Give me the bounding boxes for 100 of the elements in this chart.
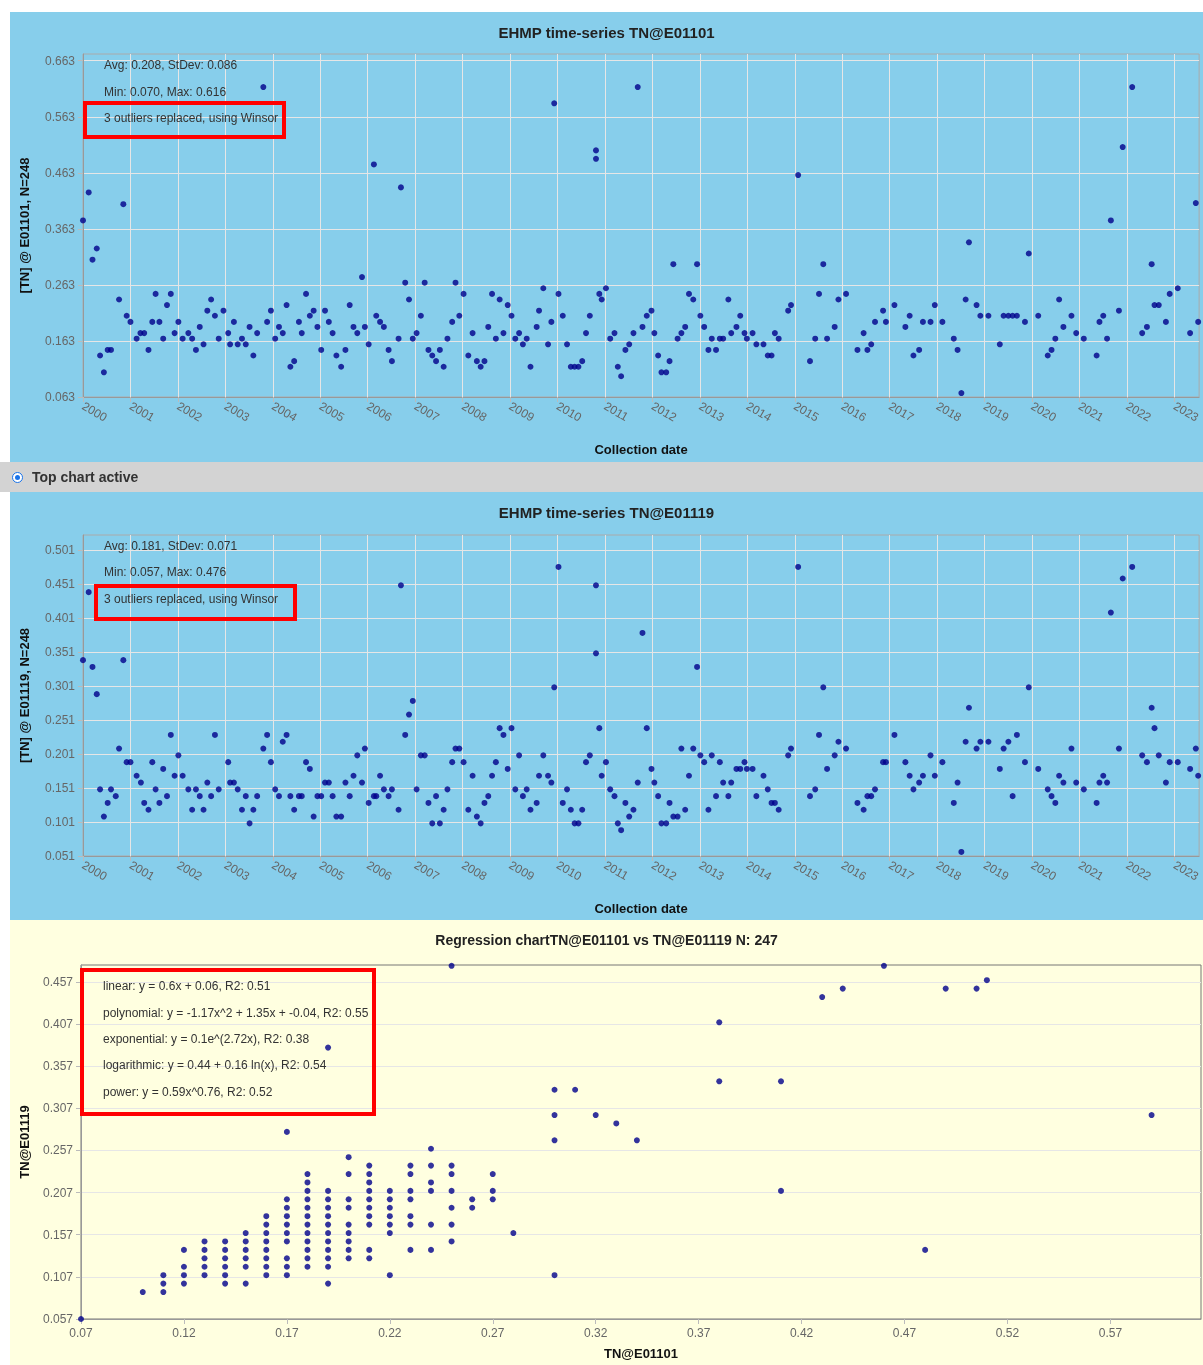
x-tick-label: 2014 [743,857,775,884]
x-tick-label: 2019 [981,398,1012,425]
y-tick-label: 0.201 [44,746,76,761]
x-tick-label: 2015 [791,857,822,884]
x-tick-label: 2013 [696,857,727,884]
x-tick-label: 2003 [221,398,253,425]
x-tick-label: 2010 [554,857,585,884]
y-axis-title: TN@E01119 [17,1105,32,1179]
annotation: Min: 0.070, Max: 0.616 [104,85,227,99]
x-tick-label: 2012 [648,857,680,884]
x-tick-label: 0.42 [789,1326,814,1340]
x-tick-label: 2010 [554,398,585,425]
x-tick-label: 2020 [1028,857,1059,884]
y-tick-label: 0.101 [44,815,76,829]
x-tick-label: 2005 [316,398,348,425]
x-tick-label: 2004 [269,398,300,425]
x-tick-label: 2023 [1170,857,1202,884]
x-tick-label: 0.12 [172,1326,196,1340]
x-tick-label: 2011 [601,398,632,425]
y-tick-label: 0.407 [42,1017,74,1031]
y-tick-label: 0.107 [42,1269,74,1284]
x-tick-label: 2016 [838,398,870,425]
annotation: power: y = 0.59x^0.76, R2: 0.52 [103,1085,273,1099]
chart-title: EHMP time-series TN@E01101 [498,24,715,41]
y-tick-label: 0.157 [42,1227,74,1242]
x-tick-label: 2006 [364,857,395,884]
x-tick-label: 2020 [1028,398,1059,425]
y-tick-label: 0.363 [44,221,76,236]
x-tick-label: 2002 [174,857,205,884]
x-tick-label: 2000 [79,857,110,884]
x-tick-label: 0.27 [481,1326,505,1340]
annotation: logarithmic: y = 0.44 + 0.16 ln(x), R2: 0.54 [103,1058,327,1072]
x-tick-label: 2008 [459,398,490,425]
x-tick-label: 2014 [743,398,775,425]
y-tick-label: 0.063 [44,390,76,404]
chart-title: Regression chartTN@E01101 vs TN@E01119 N: 247 [435,932,778,948]
x-tick-label: 0.57 [1098,1326,1123,1340]
annotation: Min: 0.057, Max: 0.476 [104,565,227,579]
x-tick-label: 0.22 [378,1326,402,1340]
x-axis-title: Collection date [594,901,688,916]
y-tick-label: 0.501 [44,542,76,557]
x-tick-label: 0.32 [584,1326,608,1340]
x-axis-title: Collection date [594,442,688,457]
x-tick-label: 0.52 [995,1326,1020,1340]
x-tick-label: 0.37 [686,1326,711,1340]
x-axis-title: TN@E01101 [603,1346,679,1361]
x-tick-label: 0.17 [275,1326,299,1340]
y-tick-label: 0.207 [42,1185,74,1200]
x-tick-label: 0.07 [69,1326,93,1340]
x-tick-label: 2021 [1076,398,1107,425]
text: Top chart active [32,469,139,485]
y-axis-title: [TN] @ E01101, N=248 [17,157,32,294]
x-tick-label: 2018 [933,857,965,884]
x-tick-label: 2017 [886,398,917,425]
x-tick-label: 2000 [79,398,110,425]
x-tick-label: 2001 [126,398,158,425]
annotation: Avg: 0.181, StDev: 0.071 [104,539,238,553]
x-tick-label: 2002 [174,398,205,425]
x-tick-label: 2007 [411,398,443,425]
y-tick-label: 0.057 [42,1312,74,1326]
annotation: exponential: y = 0.1e^(2.72x), R2: 0.38 [103,1032,310,1046]
x-tick-label: 2011 [601,857,632,884]
y-tick-label: 0.457 [42,974,74,989]
y-tick-label: 0.251 [44,712,76,727]
y-tick-label: 0.257 [42,1143,74,1158]
x-tick-label: 2016 [838,857,870,884]
y-tick-label: 0.151 [44,780,76,795]
x-tick-label: 2017 [886,857,917,884]
y-tick-label: 0.663 [44,53,76,68]
y-tick-label: 0.451 [44,576,76,591]
x-tick-label: 2012 [648,398,680,425]
x-tick-label: 2023 [1170,398,1202,425]
x-tick-label: 2018 [933,398,965,425]
annotation: polynomial: y = -1.17x^2 + 1.35x + -0.04, R2: 0.55 [103,1006,369,1020]
x-tick-label: 2021 [1076,857,1107,884]
chart-title: EHMP time-series TN@E01119 [498,504,715,521]
y-tick-label: 0.401 [44,610,76,625]
x-tick-label: 2013 [696,398,727,425]
x-tick-label: 2022 [1123,398,1154,425]
x-tick-label: 2009 [506,398,537,425]
y-tick-label: 0.351 [44,644,76,659]
annotation: Avg: 0.208, StDev: 0.086 [104,58,238,72]
x-tick-label: 2022 [1123,857,1154,884]
x-tick-label: 2008 [459,857,490,884]
y-tick-label: 0.463 [44,165,76,180]
y-tick-label: 0.301 [44,678,76,693]
annotation: 3 outliers replaced, using Winsor [104,111,279,125]
y-tick-label: 0.357 [42,1059,74,1074]
x-tick-label: 2005 [316,857,348,884]
x-tick-label: 2007 [411,857,443,884]
x-tick-label: 2006 [364,398,395,425]
y-tick-label: 0.307 [42,1101,74,1116]
y-tick-label: 0.051 [44,849,76,863]
annotation: 3 outliers replaced, using Winsor [104,592,279,606]
x-tick-label: 2009 [506,857,537,884]
x-tick-label: 2015 [791,398,822,425]
y-tick-label: 0.163 [44,333,76,348]
x-tick-label: 2019 [981,857,1012,884]
x-tick-label: 2003 [221,857,253,884]
y-axis-title: [TN] @ E01119, N=248 [17,627,32,764]
